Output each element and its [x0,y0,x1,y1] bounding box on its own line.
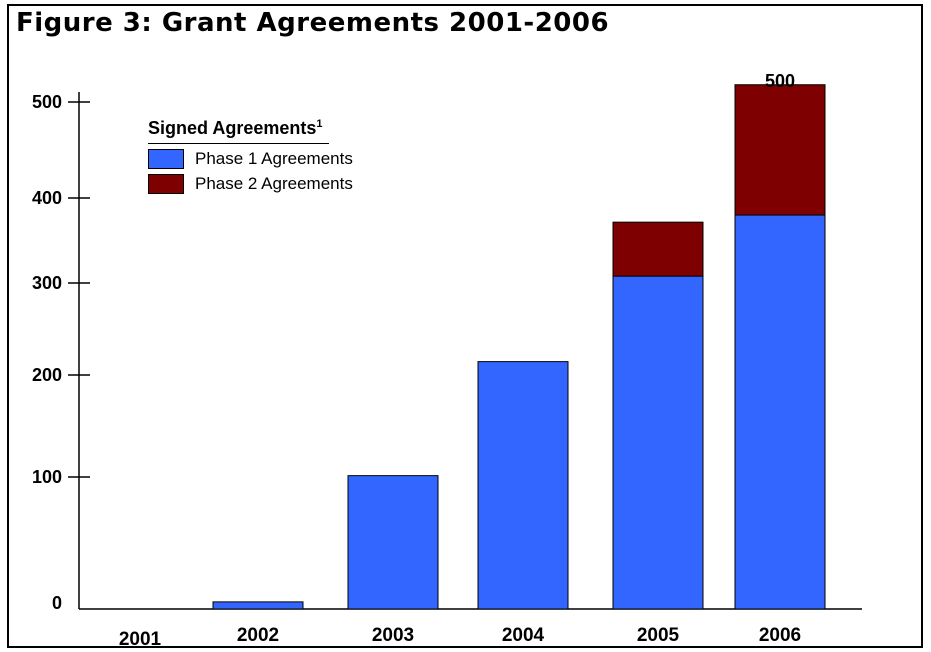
x-tick-label-2001: 2001 [119,629,162,650]
x-tick-label-2006: 2006 [759,625,801,646]
bar-2005-phase2 [612,221,704,277]
y-tick-label-100: 100 [32,467,62,487]
bar-2006-phase1 [734,214,826,610]
x-tick-label-2002: 2002 [237,625,279,646]
total-label-2006: 500 [765,71,795,91]
chart-title: Figure 3: Grant Agreements 2001-2006 [16,8,610,38]
y-tick-label-400: 400 [32,188,62,208]
legend-title-footnote: 1 [316,118,323,130]
legend-title: Signed Agreements1 [148,118,329,144]
bar-2005-phase1 [612,275,704,610]
chart-frame [7,4,923,648]
x-tick-label-2005: 2005 [637,625,680,646]
legend-title-text: Signed Agreements [148,118,317,138]
legend-item-phase2: Phase 2 Agreements [148,173,353,194]
bar-2002-phase1 [212,601,304,610]
legend: Signed Agreements1 Phase 1 Agreements Ph… [148,118,353,194]
bars [212,84,826,610]
legend-label-phase1: Phase 1 Agreements [195,148,353,168]
bar-2004-phase1 [477,361,569,610]
legend-swatch-phase1 [148,148,184,169]
bar-2006-phase2 [734,84,826,216]
bar-2003-phase1 [347,475,439,610]
legend-item-phase1: Phase 1 Agreements [148,148,353,169]
x-tick-label-2003: 2003 [372,625,414,646]
y-tick-label-300: 300 [32,273,62,293]
legend-label-phase2: Phase 2 Agreements [195,173,353,193]
y-tick-label-200: 200 [32,365,62,385]
y-tick-label-500: 500 [32,92,62,112]
x-tick-label-2004: 2004 [502,625,545,646]
legend-swatch-phase2 [148,173,184,194]
axes [68,92,862,610]
y-tick-label-0: 0 [52,593,62,613]
labels: 0 100 200 300 400 500 2001 2002 2003 2004 2005 2006… [32,71,801,650]
